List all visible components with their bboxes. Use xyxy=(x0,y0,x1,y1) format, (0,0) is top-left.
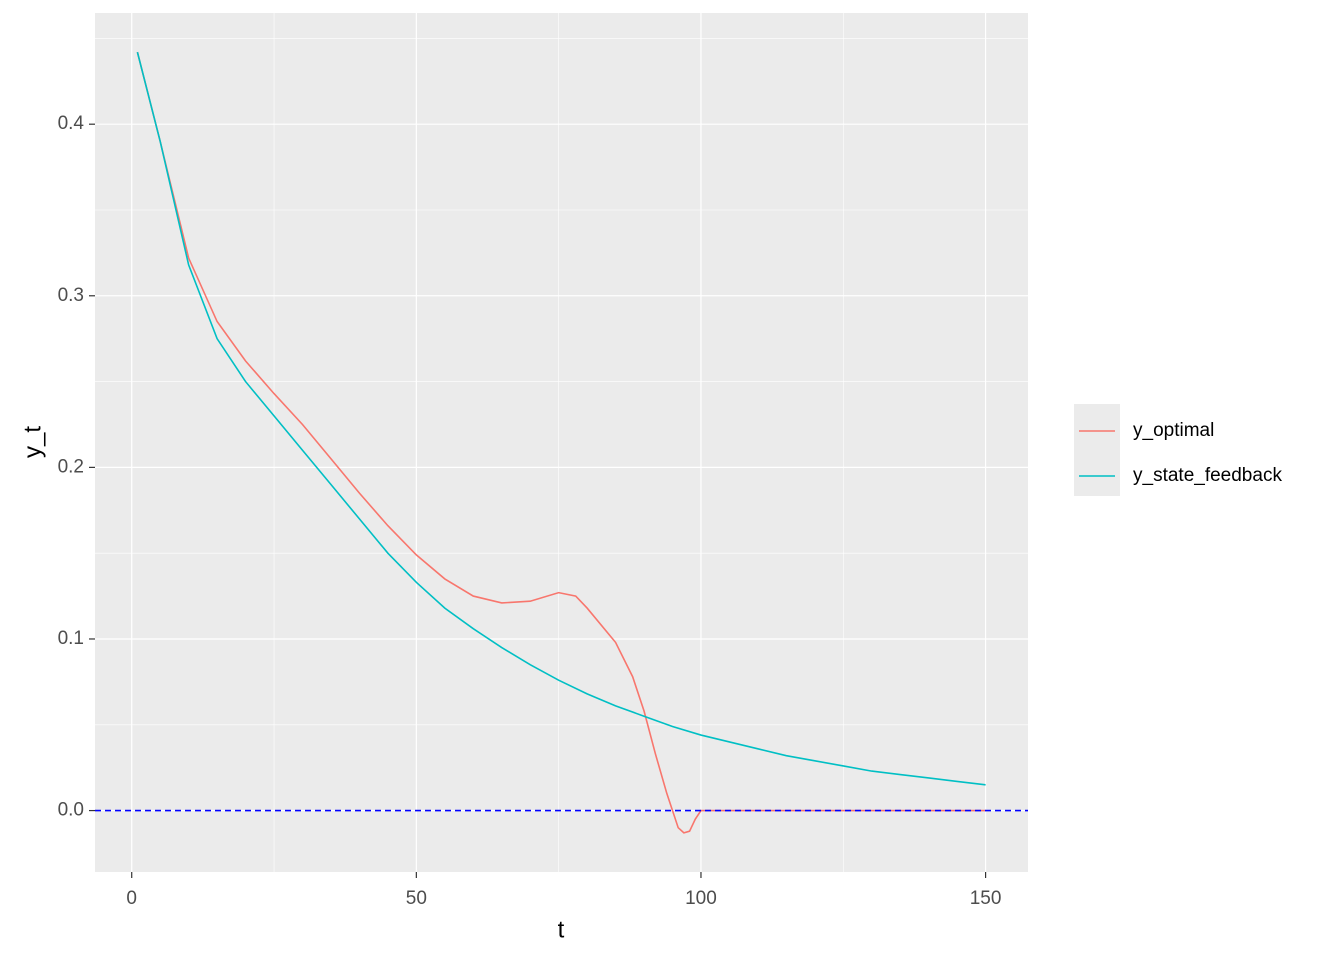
x-tick-label: 150 xyxy=(970,888,1002,909)
y-tick-label: 0.1 xyxy=(58,628,84,649)
legend: y_optimal y_state_feedback xyxy=(1079,420,1282,486)
y-tick-label: 0.3 xyxy=(58,285,84,306)
x-axis-title: t xyxy=(558,916,565,943)
y-tick-label: 0.0 xyxy=(58,800,84,821)
panel xyxy=(95,13,1028,872)
x-tick-label: 100 xyxy=(685,888,717,909)
x-tick-label: 50 xyxy=(406,888,427,909)
y-tick-label: 0.4 xyxy=(58,113,85,134)
lines xyxy=(95,51,1028,834)
y-tick-label: 0.2 xyxy=(58,456,84,477)
legend-label: y_state_feedback xyxy=(1133,465,1282,486)
series-line xyxy=(136,51,986,786)
legend-key-bg xyxy=(1074,404,1120,496)
y-axis-title: y_t xyxy=(19,426,46,458)
legend-label: y_optimal xyxy=(1133,420,1214,441)
x-tick-label: 0 xyxy=(126,888,137,909)
